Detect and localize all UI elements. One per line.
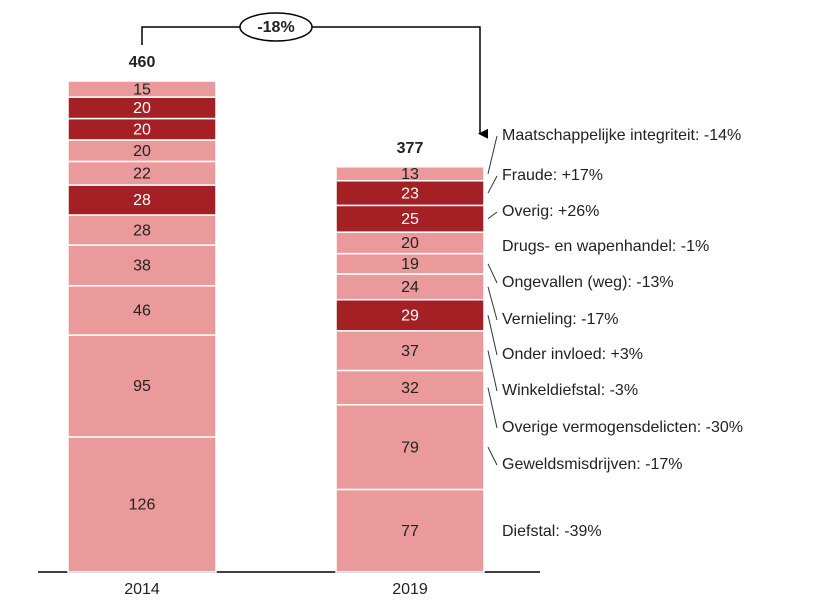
leader-line [487, 286, 498, 321]
leader-line [487, 211, 498, 220]
series-label: Diefstal: -39% [502, 523, 602, 540]
series-label: Winkeldiefstal: -3% [502, 382, 638, 399]
value-label: 20 [401, 235, 419, 252]
value-label: 28 [133, 192, 151, 209]
series-label: Vernieling: -17% [502, 311, 619, 328]
series-label: Drugs- en wapenhandel: -1% [502, 238, 709, 255]
value-label: 79 [401, 439, 419, 456]
bar-segment [335, 179, 485, 207]
leader-line [487, 135, 498, 174]
value-label: 22 [133, 165, 151, 182]
value-label: 19 [401, 256, 419, 273]
value-label: 28 [133, 222, 151, 239]
change-label: -18% [257, 19, 294, 36]
bar-segment [335, 369, 485, 406]
bar-segment [335, 273, 485, 301]
x-tick-label: 2019 [392, 581, 428, 598]
bar-segment [67, 214, 217, 246]
bar-segment [67, 244, 217, 287]
value-label: 126 [129, 497, 156, 514]
value-label: 13 [401, 166, 419, 183]
leader-line [487, 446, 498, 466]
leader-line [487, 175, 498, 194]
series-label: Overig: +26% [502, 203, 599, 220]
bar-segment [67, 184, 217, 216]
bar-segment [67, 80, 217, 98]
series-label: Maatschappelijke integriteit: -14% [502, 127, 741, 144]
total-label: 460 [129, 54, 156, 71]
bar-segment [335, 166, 485, 182]
value-label: 95 [133, 378, 151, 395]
value-label: 20 [133, 100, 151, 117]
leader-line [487, 263, 498, 284]
leader-line [487, 387, 498, 429]
value-label: 24 [401, 279, 419, 296]
value-label: 20 [133, 143, 151, 160]
value-label: 32 [401, 380, 419, 397]
value-label: 23 [401, 185, 419, 202]
bar-segment [67, 334, 217, 438]
bar-segment [67, 436, 217, 573]
bar-segment [335, 330, 485, 372]
series-label: Overige vermogensdelicten: -30% [502, 419, 743, 436]
x-tick-label: 2014 [124, 581, 160, 598]
value-label: 46 [133, 303, 151, 320]
change-oval [239, 12, 313, 42]
series-label: Ongevallen (weg): -13% [502, 274, 674, 291]
leader-line [487, 315, 498, 356]
series-label: Geweldsmisdrijven: -17% [502, 456, 683, 473]
series-label: Fraude: +17% [502, 167, 603, 184]
value-label: 15 [133, 81, 151, 98]
value-label: 20 [133, 121, 151, 138]
leader-line [487, 350, 498, 392]
bar-segment [335, 404, 485, 491]
value-label: 25 [401, 211, 419, 228]
value-label: 29 [401, 307, 419, 324]
value-label: 37 [401, 343, 419, 360]
series-label: Onder invloed: +3% [502, 346, 643, 363]
value-label: 38 [133, 258, 151, 275]
value-label: 77 [401, 523, 419, 540]
total-label: 377 [397, 140, 424, 157]
